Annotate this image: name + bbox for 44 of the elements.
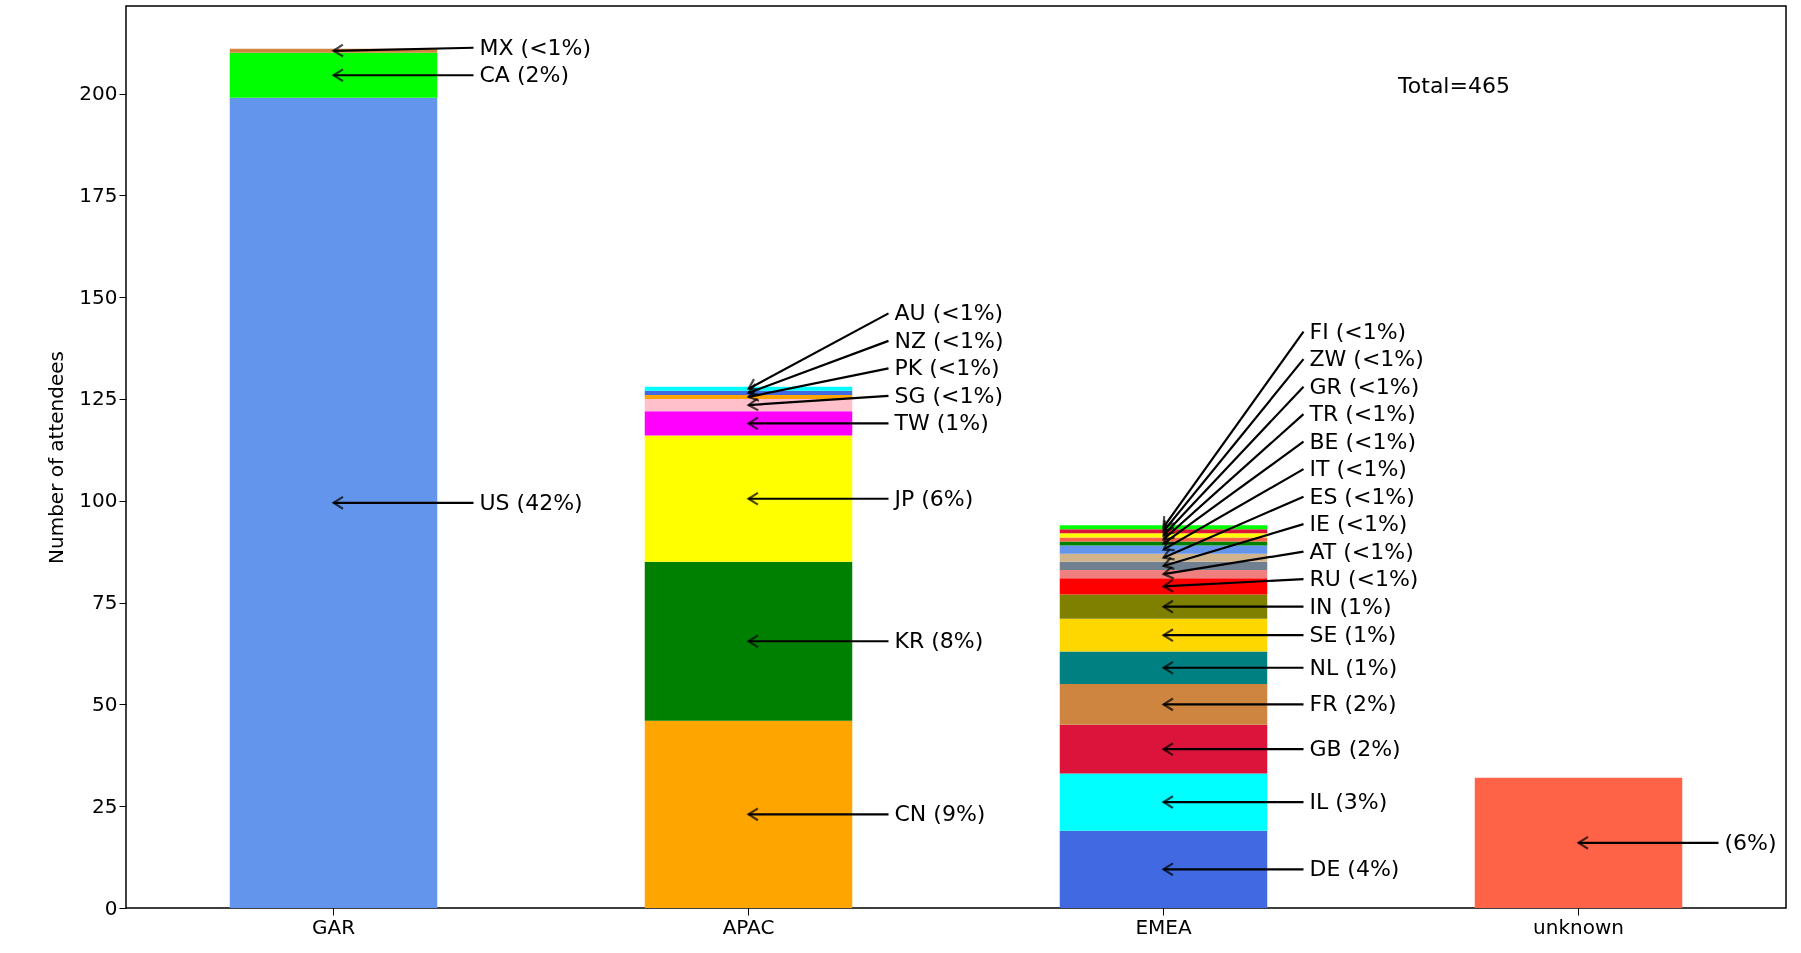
series-label: US (42%)	[479, 489, 583, 515]
y-tick-label: 125	[79, 386, 118, 411]
series-label: CN (9%)	[894, 801, 986, 827]
annotation: Total=465	[1397, 73, 1510, 98]
x-tick-label: APAC	[722, 914, 775, 939]
series-label: (6%)	[1724, 829, 1777, 855]
y-tick-label: 100	[79, 488, 118, 513]
x-tick-label: GAR	[311, 914, 356, 939]
series-label: GB (2%)	[1309, 736, 1401, 762]
text: IE (<1%)	[1309, 511, 1408, 537]
text: BE (<1%)	[1309, 428, 1416, 454]
text: NZ (<1%)	[894, 327, 1004, 353]
series-label: RU (<1%)	[1309, 566, 1419, 592]
y-tick-label: 150	[79, 284, 118, 309]
series-label: CA (2%)	[479, 62, 569, 88]
y-tick-label: 75	[92, 590, 118, 615]
x-tick-label: EMEA	[1135, 914, 1192, 939]
series-label: IN (1%)	[1309, 593, 1392, 619]
series-label: SE (1%)	[1309, 622, 1397, 648]
y-tick-label: 200	[79, 81, 118, 106]
series-label: MX (<1%)	[479, 34, 592, 60]
text: TR (<1%)	[1308, 401, 1416, 427]
text: ES (<1%)	[1309, 483, 1415, 509]
y-tick-label: 50	[92, 691, 118, 716]
series-label: SG (<1%)	[894, 382, 1004, 408]
series-label: IL (3%)	[1309, 789, 1388, 815]
y-tick-label: 0	[104, 895, 118, 920]
series-label: AT (<1%)	[1309, 538, 1414, 564]
text: GR (<1%)	[1309, 373, 1420, 399]
y-tick-label: 25	[92, 793, 118, 818]
series-label: TW (1%)	[893, 410, 989, 436]
text: IT (<1%)	[1309, 456, 1407, 482]
series-label: KR (8%)	[894, 628, 984, 654]
text: ZW (<1%)	[1309, 346, 1424, 372]
y-axis-title: Number of attendees	[44, 351, 69, 564]
series-label: DE (4%)	[1309, 856, 1400, 882]
series-label: NL (1%)	[1309, 654, 1398, 680]
series-label: FR (2%)	[1309, 691, 1397, 717]
y-tick-label: 175	[79, 182, 118, 207]
series-label: JP (6%)	[892, 485, 974, 511]
x-tick-label: unknown	[1533, 914, 1624, 939]
text: PK (<1%)	[894, 355, 1000, 381]
text: FI (<1%)	[1309, 318, 1407, 344]
text: AU (<1%)	[894, 300, 1004, 326]
